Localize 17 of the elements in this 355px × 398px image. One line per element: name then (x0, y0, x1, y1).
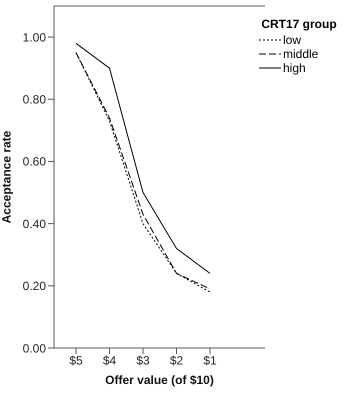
legend-label: middle (283, 47, 318, 61)
y-tick-label: 0.80 (22, 92, 46, 107)
x-tick-label: $4 (102, 354, 116, 368)
y-tick-label: 0.60 (22, 154, 46, 169)
y-tick-label: 0.40 (22, 216, 46, 231)
x-tick-label: $3 (136, 354, 150, 368)
y-axis-title: Acceptance rate (0, 130, 14, 224)
y-tick-label: 1.00 (22, 30, 46, 44)
y-tick-label: 0.00 (22, 341, 46, 356)
x-tick-label: $1 (203, 354, 217, 368)
legend-label: high (283, 61, 306, 75)
legend-label: low (283, 33, 302, 47)
y-tick-label: 0.20 (22, 279, 46, 294)
x-tick-label: $2 (170, 354, 184, 368)
x-tick-label: $5 (69, 354, 83, 368)
x-axis-title: Offer value (of $10) (105, 373, 214, 387)
legend-title: CRT17 group (260, 17, 338, 31)
